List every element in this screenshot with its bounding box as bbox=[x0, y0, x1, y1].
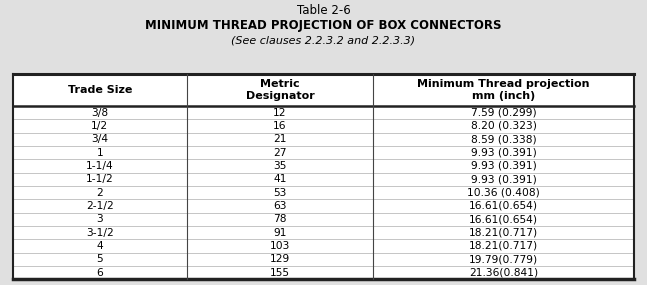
Text: 10.36 (0.408): 10.36 (0.408) bbox=[467, 188, 540, 198]
Text: 3/4: 3/4 bbox=[91, 134, 109, 144]
Text: 3/8: 3/8 bbox=[91, 107, 109, 118]
Text: 3-1/2: 3-1/2 bbox=[86, 228, 114, 238]
Text: 18.21(0.717): 18.21(0.717) bbox=[469, 241, 538, 251]
Text: 103: 103 bbox=[270, 241, 291, 251]
Text: 2-1/2: 2-1/2 bbox=[86, 201, 114, 211]
Text: 63: 63 bbox=[273, 201, 287, 211]
Text: 12: 12 bbox=[273, 107, 287, 118]
Text: 9.93 (0.391): 9.93 (0.391) bbox=[471, 161, 536, 171]
Text: 4: 4 bbox=[96, 241, 104, 251]
Text: 1-1/2: 1-1/2 bbox=[86, 174, 114, 184]
Text: 21: 21 bbox=[273, 134, 287, 144]
Text: 155: 155 bbox=[270, 268, 290, 278]
Text: Table 2-6: Table 2-6 bbox=[296, 4, 351, 17]
Bar bbox=[13, 74, 634, 279]
Text: 5: 5 bbox=[96, 254, 104, 264]
Text: 27: 27 bbox=[273, 148, 287, 158]
Text: 1/2: 1/2 bbox=[91, 121, 109, 131]
Text: 7.59 (0.299): 7.59 (0.299) bbox=[471, 107, 536, 118]
Text: 16.61(0.654): 16.61(0.654) bbox=[469, 201, 538, 211]
Text: 2: 2 bbox=[96, 188, 104, 198]
Text: Metric
Designator: Metric Designator bbox=[246, 79, 314, 101]
Text: 19.79(0.779): 19.79(0.779) bbox=[469, 254, 538, 264]
Text: 8.59 (0.338): 8.59 (0.338) bbox=[471, 134, 536, 144]
Text: 16: 16 bbox=[273, 121, 287, 131]
Text: 1-1/4: 1-1/4 bbox=[86, 161, 114, 171]
Text: 9.93 (0.391): 9.93 (0.391) bbox=[471, 174, 536, 184]
Text: 78: 78 bbox=[273, 214, 287, 224]
Text: 41: 41 bbox=[273, 174, 287, 184]
Text: 18.21(0.717): 18.21(0.717) bbox=[469, 228, 538, 238]
Text: 129: 129 bbox=[270, 254, 290, 264]
Text: (See clauses 2.2.3.2 and 2.2.3.3): (See clauses 2.2.3.2 and 2.2.3.3) bbox=[232, 36, 415, 46]
Text: Minimum Thread projection
mm (inch): Minimum Thread projection mm (inch) bbox=[417, 79, 590, 101]
Text: 1: 1 bbox=[96, 148, 104, 158]
Text: 35: 35 bbox=[273, 161, 287, 171]
Text: 91: 91 bbox=[273, 228, 287, 238]
Text: 53: 53 bbox=[273, 188, 287, 198]
Text: Trade Size: Trade Size bbox=[68, 85, 132, 95]
Text: 3: 3 bbox=[96, 214, 104, 224]
Text: 8.20 (0.323): 8.20 (0.323) bbox=[470, 121, 536, 131]
Text: 16.61(0.654): 16.61(0.654) bbox=[469, 214, 538, 224]
Text: MINIMUM THREAD PROJECTION OF BOX CONNECTORS: MINIMUM THREAD PROJECTION OF BOX CONNECT… bbox=[145, 19, 502, 32]
Text: 21.36(0.841): 21.36(0.841) bbox=[469, 268, 538, 278]
Text: 6: 6 bbox=[96, 268, 104, 278]
Text: 9.93 (0.391): 9.93 (0.391) bbox=[471, 148, 536, 158]
